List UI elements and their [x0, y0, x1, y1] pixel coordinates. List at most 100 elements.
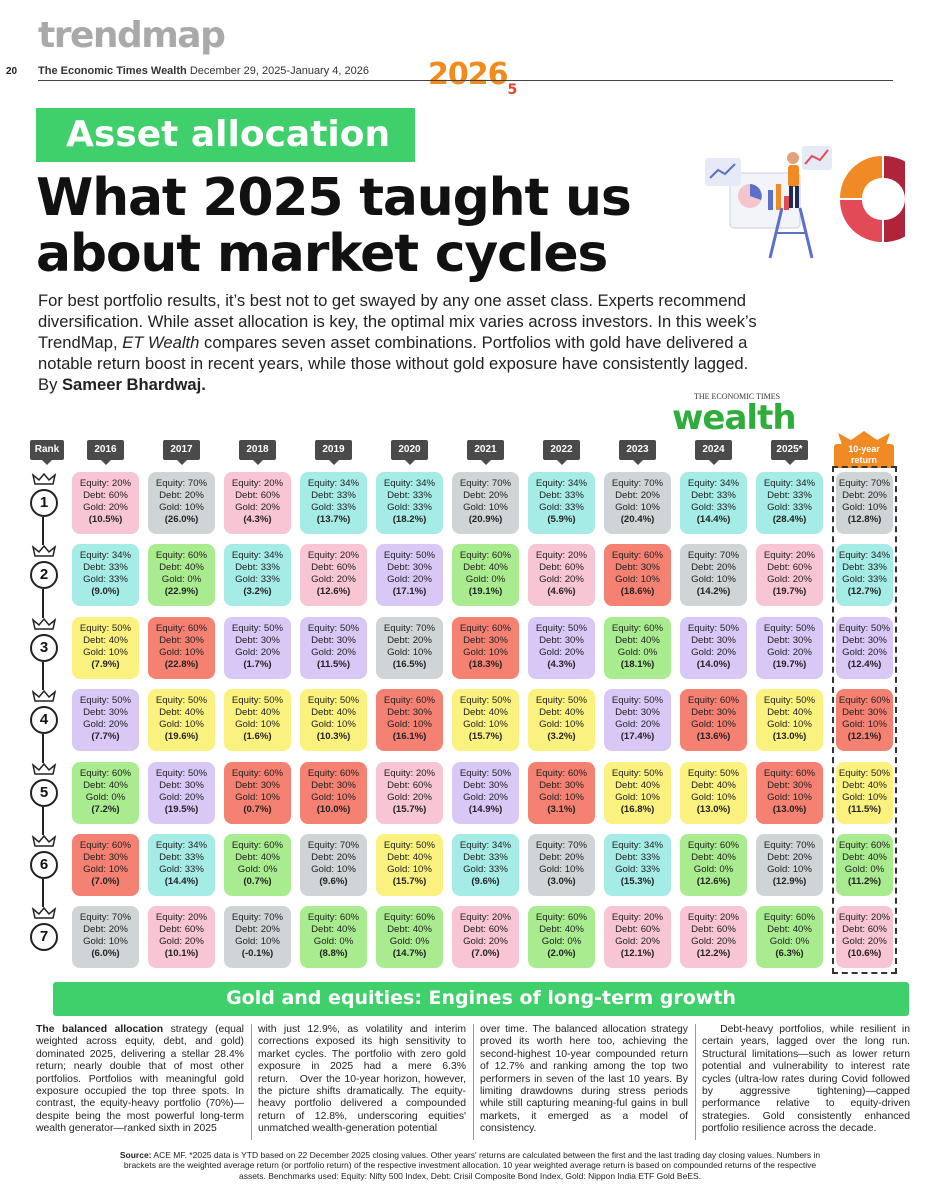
portfolio-return: (26.0%)	[164, 514, 199, 525]
year-header: 2024	[695, 440, 732, 465]
column-divider	[695, 1024, 696, 1140]
body-text-2: with just 12.9%, as volatility and inter…	[258, 1024, 466, 1135]
portfolio-return: (1.7%)	[243, 658, 272, 670]
rank-connector	[42, 661, 44, 691]
allocation-cell: Equity: 50% Debt: 30% Gold: 20% (19.5%)	[148, 761, 215, 824]
portfolio-return: (14.0%)	[696, 658, 731, 670]
allocation-cell: Equity: 34% Debt: 33% Gold: 33% (5.9%)	[528, 472, 595, 534]
debt-share: Debt: 30%	[159, 634, 204, 646]
body-text-1: strategy (equal weighted across equity, …	[36, 1024, 244, 1135]
allocation-cell: Equity: 70% Debt: 20% Gold: 10% (9.6%)	[300, 834, 367, 896]
gold-share: Gold: 10%	[615, 574, 660, 586]
debt-share: Debt: 40%	[235, 707, 280, 719]
portfolio-return: (11.5%)	[847, 803, 882, 815]
debt-share: Debt: 30%	[387, 707, 432, 719]
gold-share: Gold: 10%	[615, 791, 660, 803]
header-divider	[38, 80, 893, 81]
portfolio-return: (11.5%)	[316, 658, 351, 670]
gold-share: Gold: 10%	[311, 719, 356, 731]
gold-share: Gold: 0%	[541, 936, 582, 948]
equity-share: Equity: 50%	[79, 695, 132, 707]
portfolio-return: (17.4%)	[620, 731, 655, 743]
portfolio-return: (7.0%)	[91, 876, 120, 887]
gold-share: Gold: 20%	[311, 574, 356, 586]
allocation-cell: Equity: 50% Debt: 30% Gold: 20% (4.3%)	[528, 616, 595, 679]
gold-share: Gold: 10%	[691, 574, 736, 586]
gold-share: Gold: 10%	[83, 864, 128, 875]
equity-share: Equity: 70%	[383, 622, 436, 634]
portfolio-return: (19.6%)	[164, 731, 199, 743]
debt-share: Debt: 40%	[691, 852, 736, 863]
debt-share: Debt: 30%	[83, 707, 128, 719]
allocation-cell: Equity: 20% Debt: 60% Gold: 20% (12.6%)	[300, 544, 367, 607]
portfolio-return: (0.7%)	[243, 876, 272, 887]
rank-number: 1	[30, 489, 58, 517]
allocation-cell: Equity: 60% Debt: 30% Gold: 10% (3.1%)	[528, 761, 595, 824]
gold-share: Gold: 20%	[387, 791, 432, 803]
allocation-cell: Equity: 20% Debt: 60% Gold: 20% (7.0%)	[452, 906, 519, 969]
publication-line: The Economic Times Wealth December 29, 2…	[38, 65, 369, 77]
allocation-cell: Equity: 34% Debt: 33% Gold: 33% (15.3%)	[604, 834, 671, 896]
gold-share: Gold: 10%	[463, 646, 508, 658]
equity-share: Equity: 50%	[687, 622, 740, 634]
debt-share: Debt: 40%	[463, 562, 508, 574]
equity-share: Equity: 60%	[687, 695, 740, 707]
year-header: 2018	[239, 440, 276, 465]
body-lead: The balanced allocation	[36, 1024, 164, 1035]
portfolio-return: (4.6%)	[547, 586, 576, 598]
year-header: 2016	[87, 440, 124, 465]
debt-share: Debt: 33%	[463, 852, 508, 863]
portfolio-return: (16.8%)	[620, 803, 655, 815]
source-label: Source:	[119, 1150, 152, 1160]
gold-share: Gold: 10%	[539, 791, 584, 803]
allocation-cell: Equity: 50% Debt: 30% Gold: 20% (19.7%)	[756, 616, 823, 679]
allocation-cell: Equity: 34% Debt: 33% Gold: 33% (13.7%)	[300, 472, 367, 534]
portfolio-return: (14.2%)	[696, 586, 731, 598]
allocation-cell: Equity: 70% Debt: 20% Gold: 10% (6.0%)	[72, 906, 139, 969]
debt-share: Debt: 40%	[767, 707, 812, 719]
intro-paragraph: For best portfolio results, it’s best no…	[38, 290, 768, 395]
gold-share: Gold: 20%	[842, 646, 887, 658]
gold-share: Gold: 10%	[387, 864, 432, 875]
gold-share: Gold: 0%	[617, 646, 658, 658]
portfolio-return: (10.6%)	[847, 948, 882, 960]
gold-share: Gold: 10%	[311, 791, 356, 803]
equity-share: Equity: 60%	[687, 840, 740, 851]
debt-share: Debt: 40%	[691, 779, 736, 791]
headline-line-1: What 2025 taught us	[36, 168, 632, 228]
rank-connector	[42, 517, 44, 546]
portfolio-return: (10.1%)	[164, 948, 199, 960]
equity-share: Equity: 34%	[155, 840, 208, 851]
gold-share: Gold: 10%	[159, 719, 204, 731]
debt-share: Debt: 40%	[311, 707, 356, 719]
ten-year-cell: Equity: 60% Debt: 30% Gold: 10% (12.1%)	[836, 689, 893, 752]
allocation-cell: Equity: 20% Debt: 60% Gold: 20% (10.5%)	[72, 472, 139, 534]
debt-share: Debt: 30%	[387, 562, 432, 574]
debt-share: Debt: 40%	[842, 852, 887, 863]
crown-icon	[31, 617, 57, 630]
debt-share: Debt: 60%	[387, 779, 432, 791]
equity-share: Equity: 50%	[155, 695, 208, 707]
gold-share: Gold: 20%	[691, 936, 736, 948]
debt-share: Debt: 20%	[387, 634, 432, 646]
equity-share: Equity: 50%	[459, 767, 512, 779]
equity-share: Equity: 70%	[155, 478, 208, 489]
debt-share: Debt: 30%	[463, 634, 508, 646]
rank-number: 4	[30, 706, 58, 735]
debt-share: Debt: 20%	[539, 852, 584, 863]
equity-share: Equity: 60%	[79, 767, 132, 779]
allocation-cell: Equity: 60% Debt: 40% Gold: 0% (19.1%)	[452, 544, 519, 607]
equity-share: Equity: 20%	[307, 550, 360, 562]
portfolio-return: (3.2%)	[243, 586, 272, 598]
debt-share: Debt: 30%	[691, 634, 736, 646]
gold-share: Gold: 20%	[615, 936, 660, 948]
equity-share: Equity: 60%	[307, 767, 360, 779]
crown-icon	[838, 431, 890, 445]
debt-share: Debt: 30%	[311, 779, 356, 791]
portfolio-return: (7.0%)	[471, 948, 500, 960]
debt-share: Debt: 30%	[767, 634, 812, 646]
equity-share: Equity: 20%	[687, 912, 740, 924]
year-header: 2022	[543, 440, 580, 465]
allocation-cell: Equity: 20% Debt: 60% Gold: 20% (12.1%)	[604, 906, 671, 969]
gold-share: Gold: 0%	[313, 936, 354, 948]
